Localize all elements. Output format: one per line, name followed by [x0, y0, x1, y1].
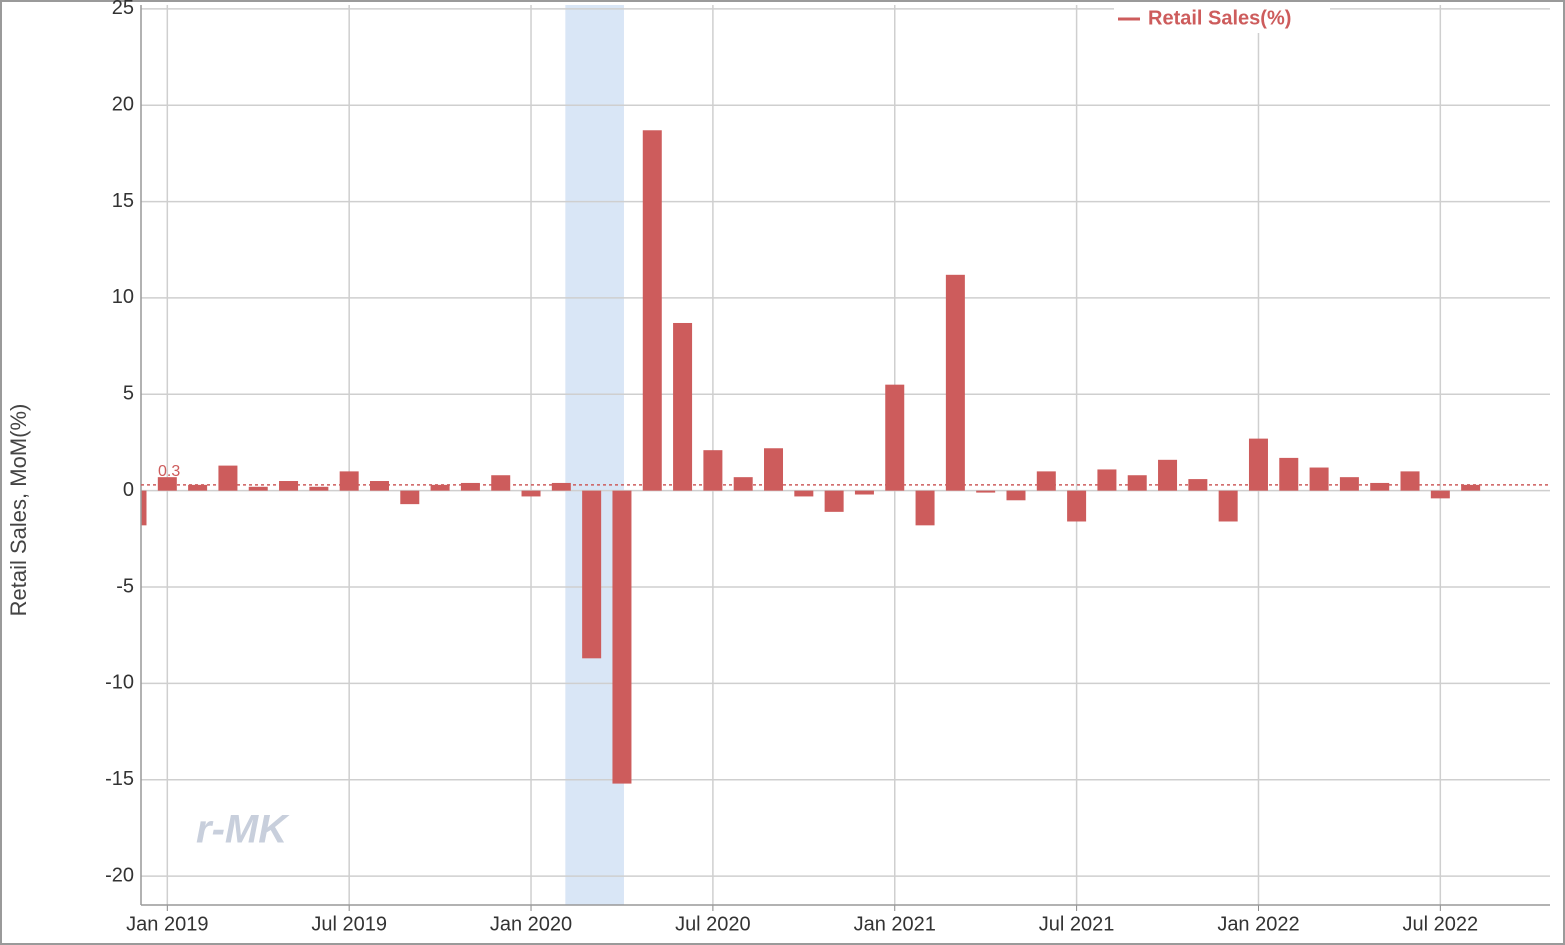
bar: [1400, 471, 1420, 491]
bar: [945, 274, 965, 491]
x-tick-label: Jul 2020: [675, 913, 751, 935]
y-tick-label: 25: [112, 0, 134, 19]
bars: [141, 130, 1481, 784]
bar: [1158, 459, 1178, 491]
bar: [1006, 490, 1026, 501]
bar: [188, 484, 208, 491]
x-tick-label: Jul 2022: [1403, 913, 1479, 935]
bar: [733, 477, 753, 491]
y-tick-label: 10: [112, 286, 134, 308]
y-axis-label: Retail Sales, MoM(%): [6, 404, 31, 617]
bar: [309, 486, 329, 491]
x-tick-label: Jul 2019: [311, 913, 387, 935]
bar: [1461, 484, 1481, 491]
bar: [612, 490, 632, 784]
reference-label: 0.3: [158, 463, 180, 480]
y-tick-label: 15: [112, 190, 134, 212]
legend-label: Retail Sales(%): [1148, 7, 1291, 29]
bar: [521, 490, 541, 497]
x-tick-label: Jan 2022: [1217, 913, 1299, 935]
bar: [430, 484, 450, 491]
x-tick-label: Jan 2019: [126, 913, 208, 935]
bar: [885, 384, 905, 491]
bar: [1127, 475, 1147, 491]
bar: [218, 465, 238, 491]
bar: [460, 482, 480, 491]
bar: [642, 130, 662, 491]
y-tick-label: 0: [123, 479, 134, 501]
bar: [915, 490, 935, 526]
plot-background: [141, 5, 1550, 905]
y-tick-label: -15: [105, 768, 134, 790]
bar: [279, 481, 299, 491]
bar: [1309, 467, 1329, 491]
bar: [1248, 438, 1268, 491]
y-tick-label: -10: [105, 672, 134, 694]
bar: [1097, 469, 1117, 491]
x-tick-label: Jan 2021: [854, 913, 936, 935]
bar: [339, 471, 359, 491]
bar: [976, 490, 996, 493]
bar: [764, 448, 784, 491]
x-tick-label: Jan 2020: [490, 913, 572, 935]
bar: [582, 490, 602, 659]
bar: [157, 477, 177, 491]
bar: [703, 450, 723, 491]
y-tick-label: -20: [105, 864, 134, 886]
bar: [141, 490, 147, 526]
bar: [1067, 490, 1087, 522]
bar: [1279, 457, 1299, 491]
bar: [1430, 490, 1450, 499]
bar: [1036, 471, 1056, 491]
bar: [400, 490, 420, 505]
bar: [1218, 490, 1238, 522]
legend-background: [1114, 5, 1330, 33]
bar: [824, 490, 844, 512]
y-tick-label: 20: [112, 93, 134, 115]
bar: [369, 481, 389, 491]
bar: [491, 475, 511, 491]
bar: [673, 322, 693, 491]
bar: [248, 486, 268, 491]
y-tick-label: 5: [123, 383, 134, 405]
bar: [794, 490, 814, 497]
bar: [1370, 482, 1390, 491]
bar: [551, 482, 571, 491]
y-tick-label: -5: [116, 575, 134, 597]
bar: [1339, 477, 1359, 491]
bar: [854, 490, 874, 495]
x-tick-label: Jul 2021: [1039, 913, 1115, 935]
watermark: r-MK: [196, 808, 290, 852]
